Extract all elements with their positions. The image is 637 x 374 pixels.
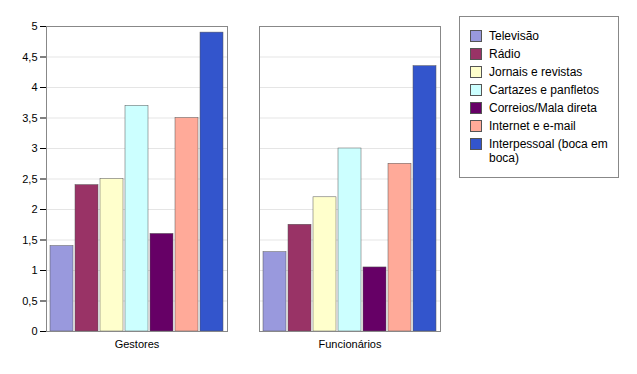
svg-text:0: 0 xyxy=(31,325,37,337)
svg-text:3,5: 3,5 xyxy=(22,112,37,124)
svg-text:2,5: 2,5 xyxy=(22,173,37,185)
html-text:Interpessoal (boca em boca): Interpessoal (boca em boca) xyxy=(489,137,608,165)
html-text:Televisão: Televisão xyxy=(489,29,539,43)
svg-text:1: 1 xyxy=(31,264,37,276)
svg-text:2: 2 xyxy=(31,203,37,215)
svg-text:3: 3 xyxy=(31,142,37,154)
svg-text:5: 5 xyxy=(31,20,37,32)
svg-text:1,5: 1,5 xyxy=(22,234,37,246)
svg-text:4,5: 4,5 xyxy=(22,51,37,63)
svg-text:0,5: 0,5 xyxy=(22,295,37,307)
html-text:Jornais e revistas: Jornais e revistas xyxy=(489,65,583,79)
svg-text:Funcionários: Funcionários xyxy=(319,338,382,350)
html-text:Cartazes e panfletos: Cartazes e panfletos xyxy=(489,83,600,97)
svg-text:4: 4 xyxy=(31,81,37,93)
svg-text:Gestores: Gestores xyxy=(115,338,160,350)
html-text:Rádio: Rádio xyxy=(489,47,521,61)
html-text:Internet e e-mail: Internet e e-mail xyxy=(489,119,576,133)
html-text:Correios/Mala direta: Correios/Mala direta xyxy=(489,101,597,115)
